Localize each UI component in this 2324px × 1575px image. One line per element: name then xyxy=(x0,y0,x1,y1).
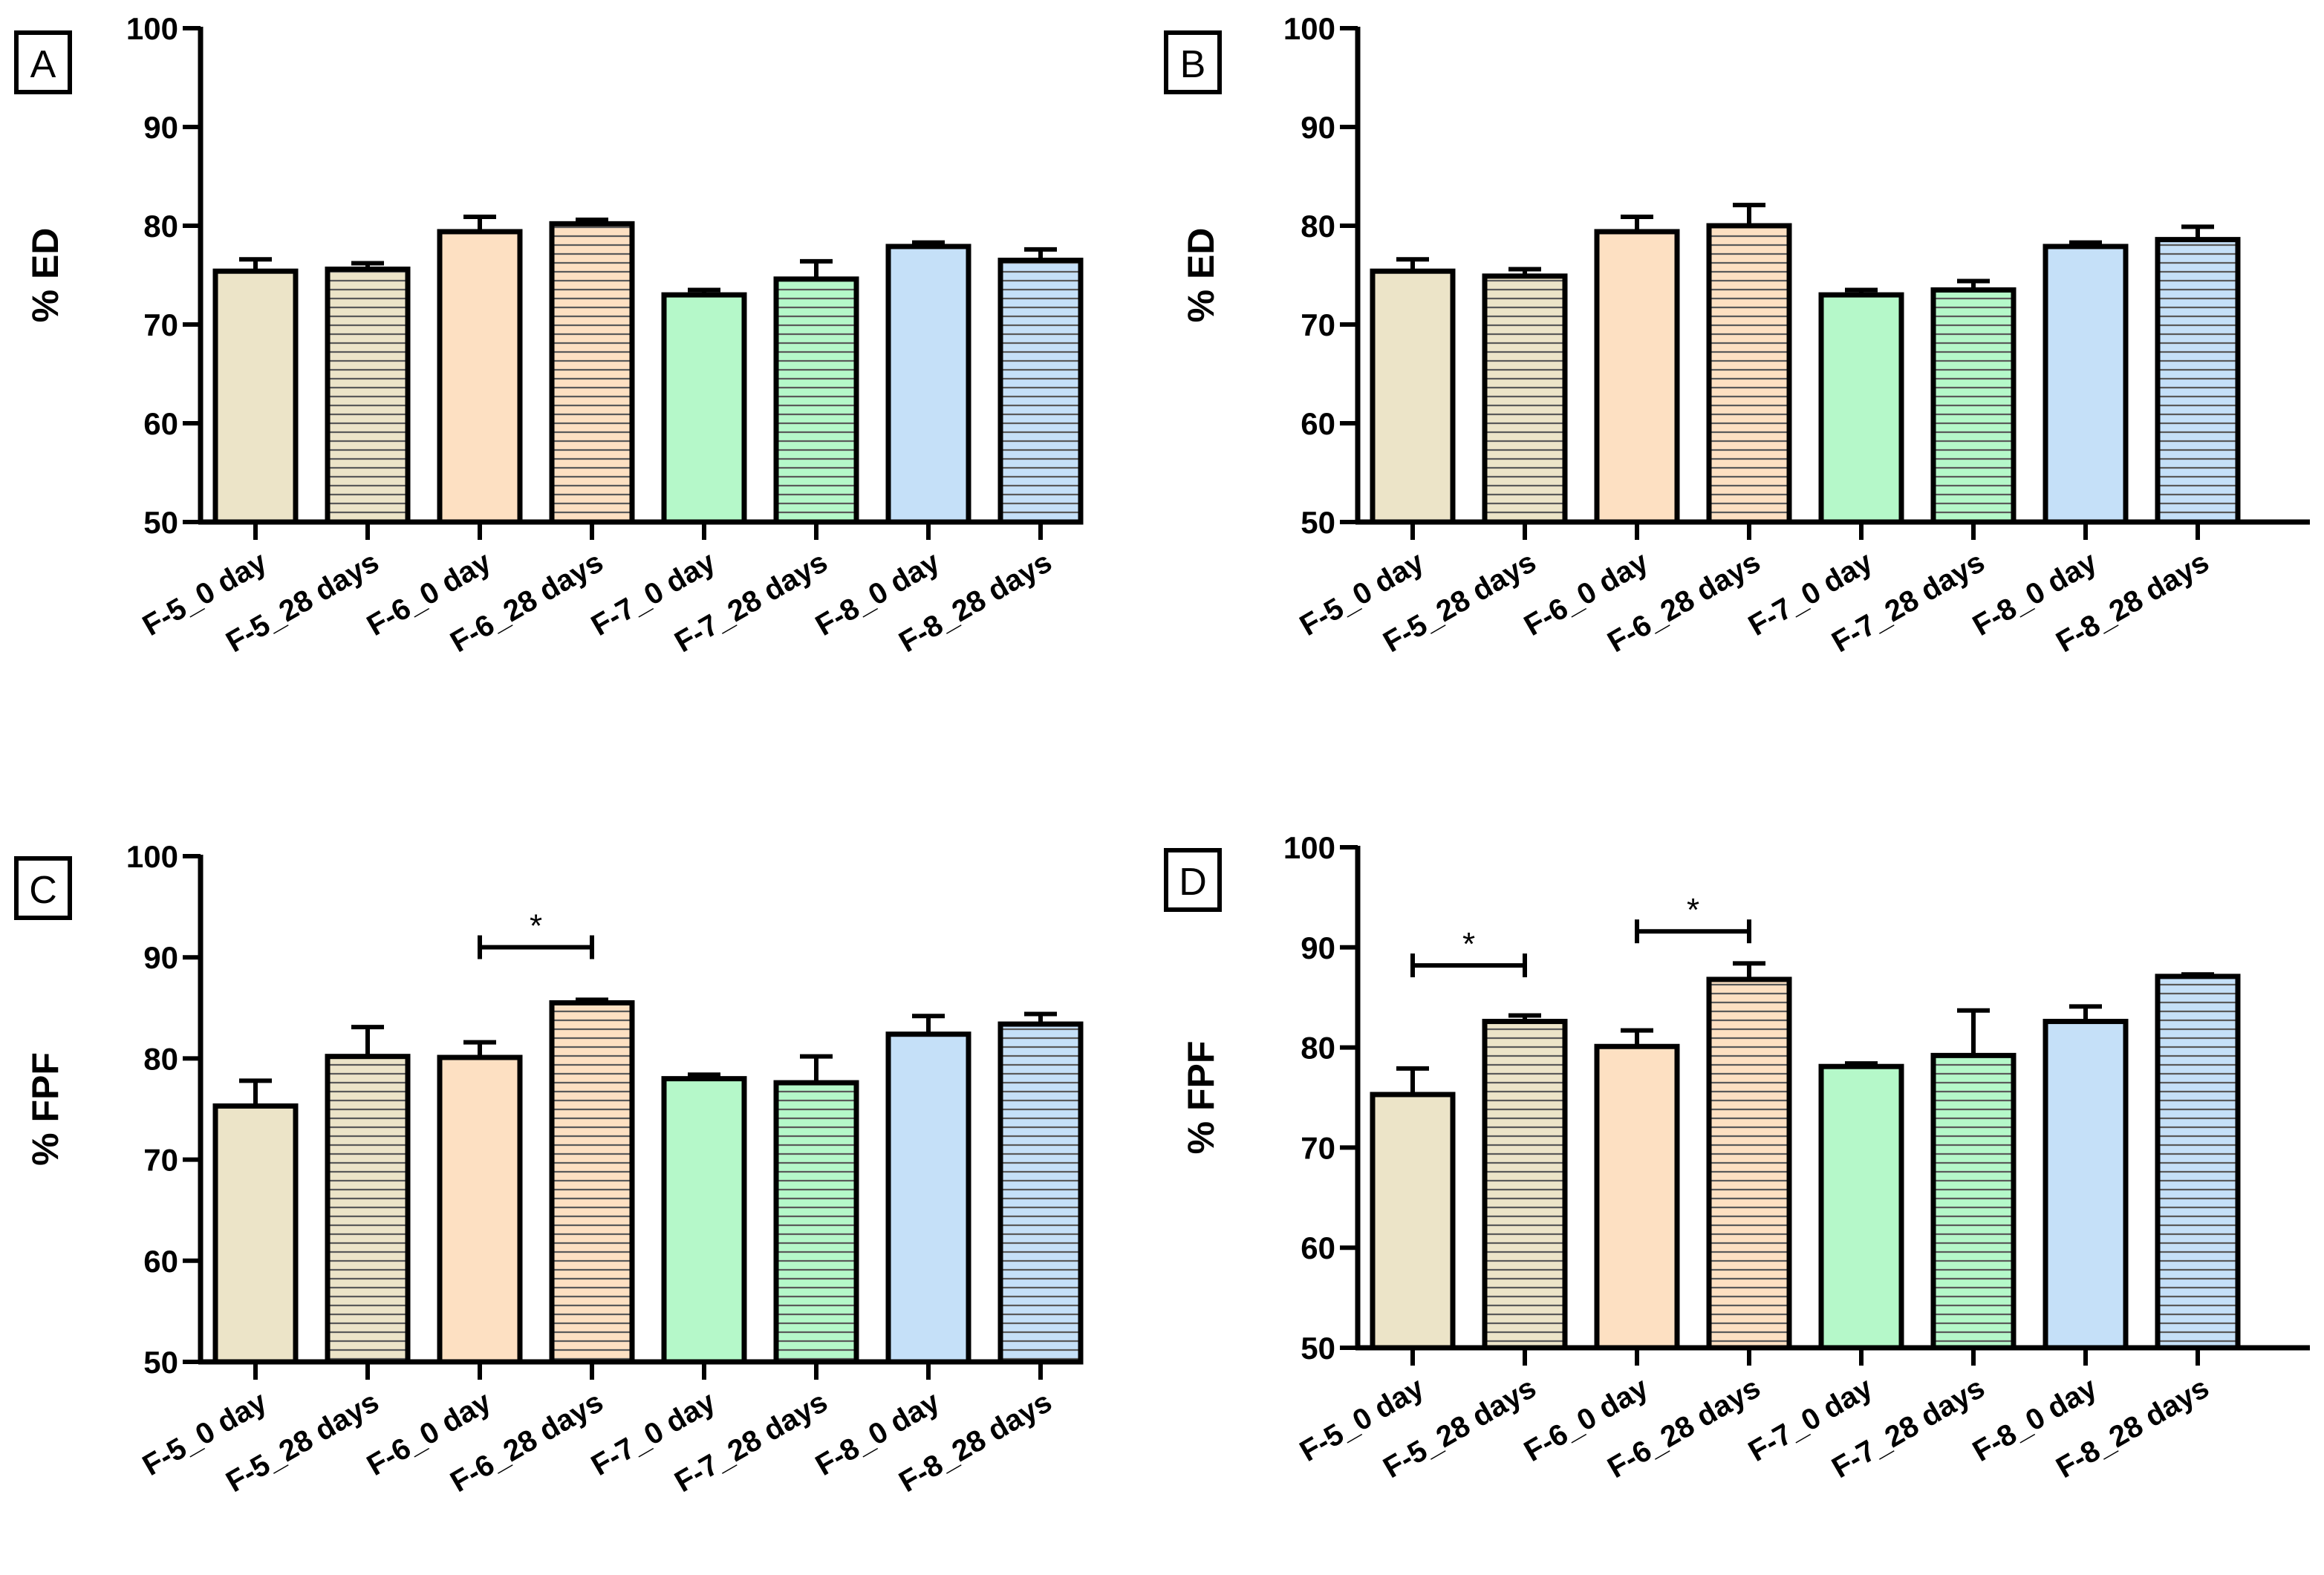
y-tick-label: 70 xyxy=(143,307,178,342)
panel-label-box xyxy=(14,30,72,94)
bar xyxy=(997,1021,1084,1365)
y-tick-label: 90 xyxy=(1301,930,1335,965)
significance-label: * xyxy=(1462,926,1475,962)
bar xyxy=(437,1054,523,1365)
bar xyxy=(1370,1092,1456,1351)
y-tick-label: 50 xyxy=(1301,1331,1335,1366)
y-axis-title: % FPF xyxy=(1180,1041,1222,1155)
bar xyxy=(773,276,859,525)
panel-label: D xyxy=(1179,861,1207,904)
bar xyxy=(325,1054,411,1365)
bar xyxy=(2043,1019,2129,1351)
y-tick-label: 100 xyxy=(1283,11,1335,46)
y-tick-label: 70 xyxy=(143,1143,178,1178)
bar xyxy=(2155,237,2241,525)
y-axis-title: % ED xyxy=(1180,228,1222,323)
panel-label: C xyxy=(29,869,57,912)
y-tick-label: 80 xyxy=(143,209,178,244)
bar xyxy=(2155,974,2241,1351)
y-tick-label: 100 xyxy=(126,11,178,46)
bar xyxy=(1482,273,1568,525)
y-tick-label: 50 xyxy=(1301,505,1335,540)
y-tick-label: 70 xyxy=(1301,307,1335,342)
bar xyxy=(1370,268,1456,525)
y-tick-label: 90 xyxy=(143,940,178,975)
bar xyxy=(549,221,635,525)
bar xyxy=(885,244,971,525)
bar xyxy=(773,1080,859,1365)
y-tick-label: 70 xyxy=(1301,1130,1335,1165)
panel-label: B xyxy=(1180,43,1206,86)
bar xyxy=(212,1103,299,1365)
y-tick-label: 60 xyxy=(143,1244,178,1279)
bar xyxy=(1818,1063,1904,1351)
panel-label-box xyxy=(1164,30,1222,94)
y-tick-label: 90 xyxy=(143,110,178,145)
y-tick-label: 90 xyxy=(1301,110,1335,145)
bar xyxy=(1706,976,1792,1351)
y-tick-label: 60 xyxy=(143,406,178,441)
bar xyxy=(1482,1019,1568,1351)
y-axis-title: % FPF xyxy=(25,1052,66,1166)
bar xyxy=(1594,1043,1680,1351)
panel-label-box xyxy=(14,856,72,920)
bar xyxy=(661,292,747,525)
bar xyxy=(997,258,1084,525)
bar xyxy=(1930,287,2017,525)
bar xyxy=(437,229,523,525)
y-axis-title: % ED xyxy=(25,228,66,323)
y-tick-label: 100 xyxy=(126,839,178,874)
bar xyxy=(325,267,411,525)
bar xyxy=(549,1000,635,1365)
panel-label-box xyxy=(1164,848,1222,912)
bar xyxy=(1930,1052,2017,1351)
y-tick-label: 60 xyxy=(1301,1230,1335,1265)
bar xyxy=(212,268,299,525)
y-tick-label: 50 xyxy=(143,1345,178,1380)
significance-label: * xyxy=(1687,892,1699,928)
y-tick-label: 100 xyxy=(1283,830,1335,865)
y-tick-label: 60 xyxy=(1301,406,1335,441)
y-tick-label: 50 xyxy=(143,505,178,540)
bar xyxy=(1706,223,1792,525)
bar xyxy=(2043,244,2129,525)
significance-label: * xyxy=(530,908,542,945)
y-tick-label: 80 xyxy=(1301,1031,1335,1066)
y-tick-label: 80 xyxy=(143,1041,178,1076)
y-tick-label: 80 xyxy=(1301,209,1335,244)
panel-label: A xyxy=(30,43,56,86)
bar xyxy=(661,1076,747,1365)
bar xyxy=(885,1031,971,1365)
bar xyxy=(1594,229,1680,525)
bar xyxy=(1818,292,1904,525)
